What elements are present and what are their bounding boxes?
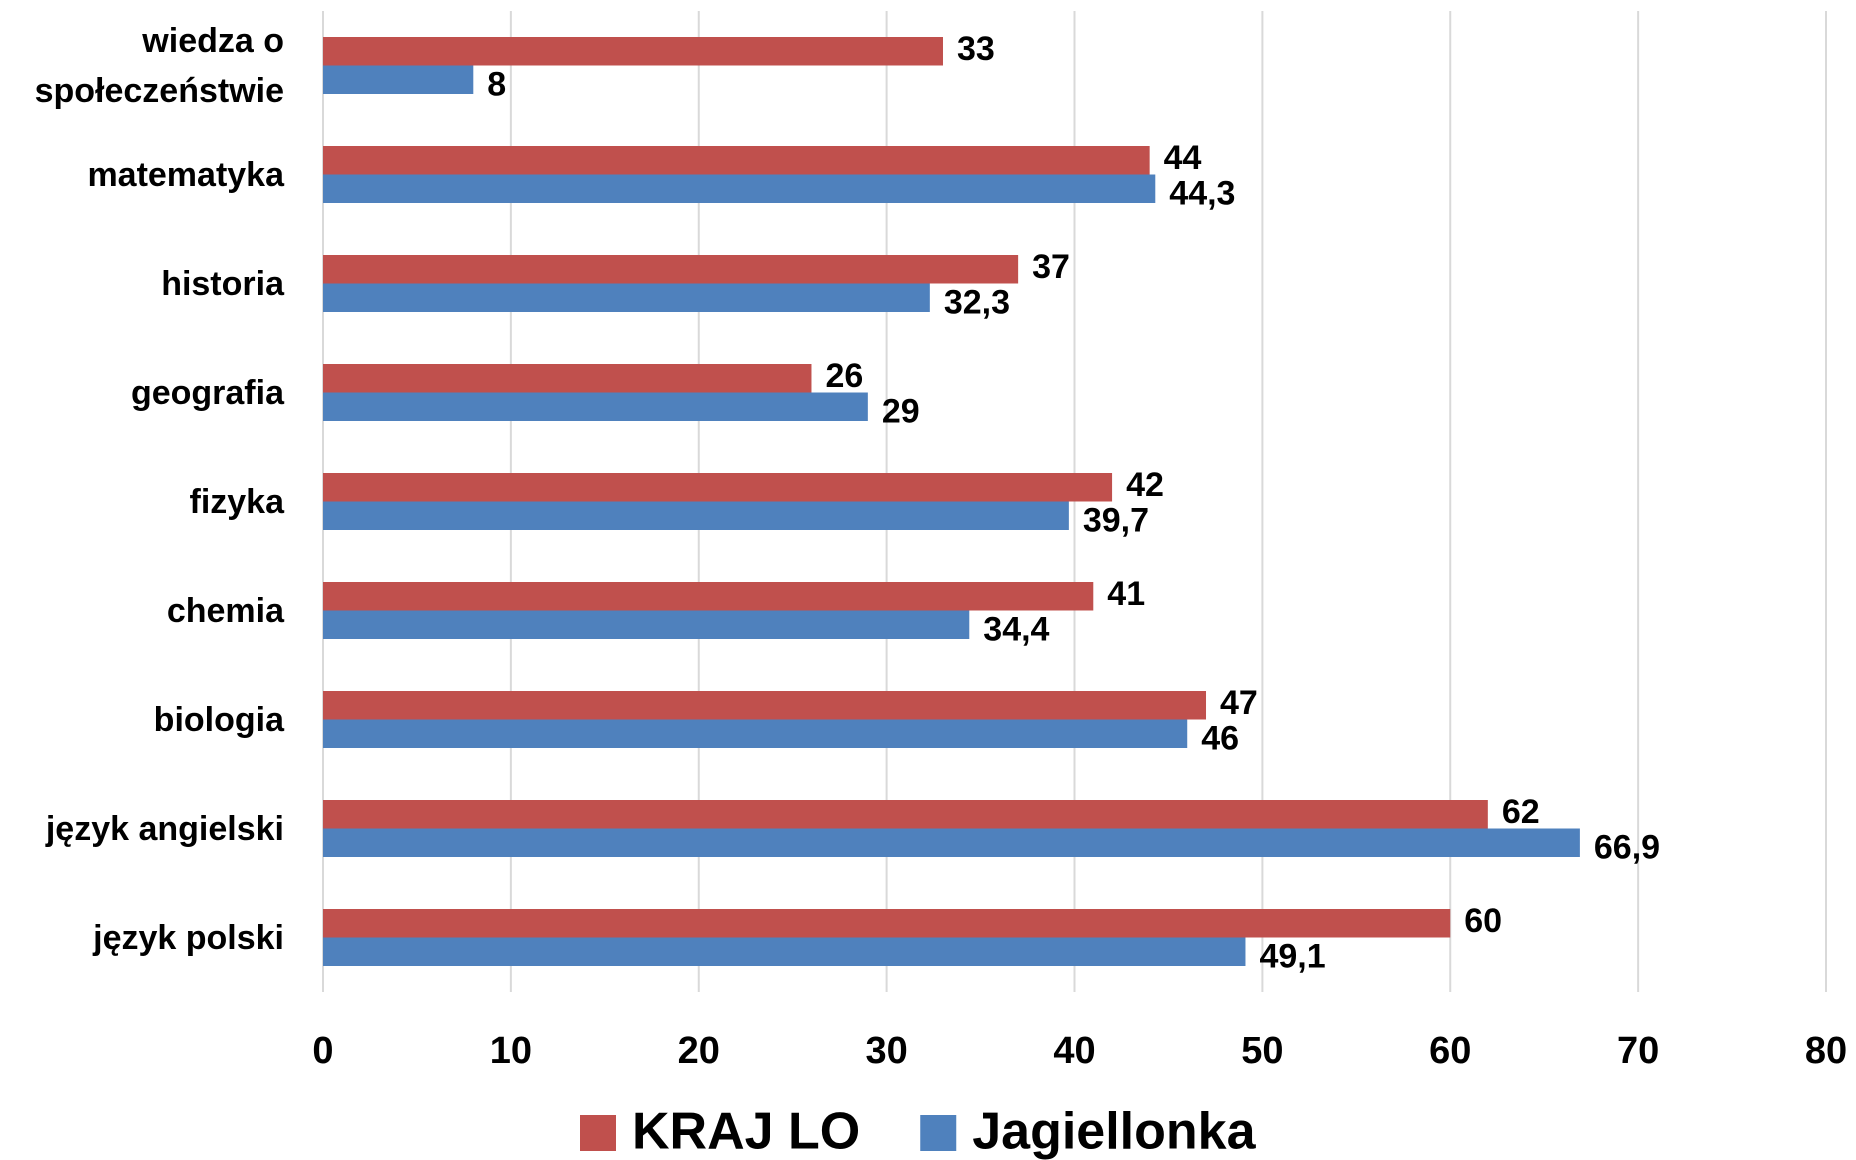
x-tick-label: 40 <box>1053 1030 1095 1072</box>
category-label: historia <box>4 229 284 338</box>
value-label: 39,7 <box>1083 502 1149 540</box>
category-label: fizyka <box>4 447 284 556</box>
bar <box>323 909 1450 938</box>
x-tick-label: 30 <box>865 1030 907 1072</box>
category-label: wiedza o społeczeństwie <box>4 11 284 120</box>
x-tick-label: 10 <box>490 1030 532 1072</box>
bar <box>323 800 1488 829</box>
legend-label: KRAJ LO <box>632 1103 860 1160</box>
bar <box>323 938 1245 967</box>
value-label: 60 <box>1464 902 1502 940</box>
legend-swatch <box>580 1115 616 1151</box>
value-label: 44 <box>1164 139 1202 177</box>
bar <box>323 66 473 95</box>
bar <box>323 175 1155 204</box>
bar <box>323 582 1093 611</box>
value-label: 29 <box>882 393 920 431</box>
value-label: 33 <box>957 30 995 68</box>
chart: 0 10 20 30 40 50 60 70 80 33 8 4444,3 37 32,3 26 29 4239… <box>0 0 1856 1160</box>
x-tick-label: 70 <box>1617 1030 1659 1072</box>
bar <box>323 691 1206 720</box>
bar <box>323 255 1018 284</box>
category-label: biologia <box>4 665 284 774</box>
value-label: 62 <box>1502 793 1540 831</box>
bar <box>323 146 1150 175</box>
category-label: język angielski <box>4 774 284 883</box>
bar <box>323 284 930 313</box>
category-label: chemia <box>4 556 284 665</box>
x-tick-label: 60 <box>1429 1030 1471 1072</box>
bar <box>323 393 868 422</box>
value-label: 46 <box>1201 720 1239 758</box>
value-label: 32,3 <box>944 284 1010 322</box>
bar <box>323 611 969 640</box>
value-label: 8 <box>487 66 506 104</box>
value-label: 41 <box>1107 575 1145 613</box>
value-label: 42 <box>1126 466 1164 504</box>
x-tick-label: 80 <box>1805 1030 1847 1072</box>
value-label: 66,9 <box>1594 829 1660 867</box>
bar <box>323 829 1580 858</box>
bar <box>323 720 1187 749</box>
category-label: matematyka <box>4 120 284 229</box>
bar <box>323 502 1069 531</box>
x-tick-label: 0 <box>312 1030 333 1072</box>
category-label: język polski <box>4 883 284 992</box>
legend-label: Jagiellonka <box>972 1103 1256 1160</box>
legend-swatch <box>920 1115 956 1151</box>
value-label: 26 <box>825 357 863 395</box>
x-tick-label: 20 <box>678 1030 720 1072</box>
bar <box>323 364 811 393</box>
value-label: 34,4 <box>983 611 1049 649</box>
value-label: 37 <box>1032 248 1070 286</box>
x-tick-label: 50 <box>1241 1030 1283 1072</box>
value-label: 49,1 <box>1259 938 1325 976</box>
bar <box>323 473 1112 502</box>
bar <box>323 37 943 66</box>
value-label: 47 <box>1220 684 1258 722</box>
value-label: 44,3 <box>1169 175 1235 213</box>
category-label: geografia <box>4 338 284 447</box>
